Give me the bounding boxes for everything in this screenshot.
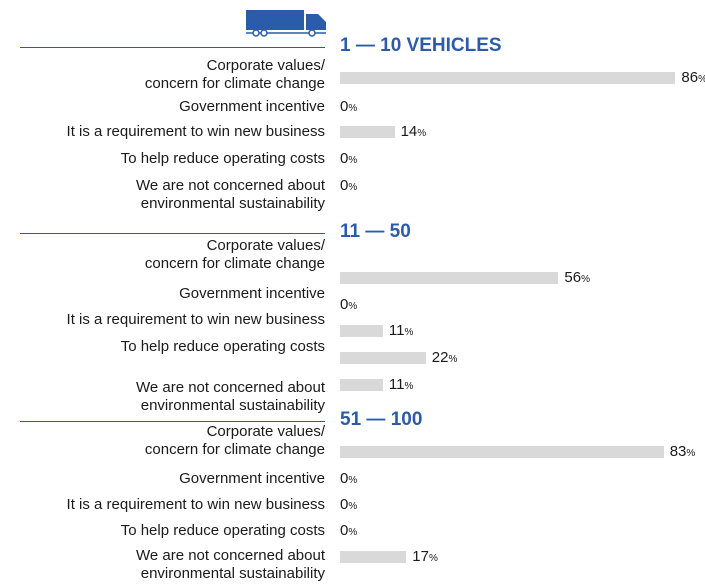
bar (340, 379, 383, 391)
panel-title: 51 — 100 (340, 409, 423, 430)
separator (20, 233, 325, 234)
value-label: 56% (564, 269, 590, 286)
value-label: 0% (340, 470, 358, 487)
panel-title: 11 — 50 (340, 221, 411, 242)
value-label: 0% (340, 150, 358, 167)
bar (340, 551, 407, 563)
panel-title: 1 — 10 VEHICLES (340, 35, 502, 56)
category-label: To help reduce operating costs (120, 150, 325, 167)
value-label: 0% (340, 296, 358, 313)
value-label: 11% (388, 322, 414, 339)
bar (340, 126, 395, 138)
value-label: 0% (340, 98, 358, 115)
category-label: It is a requirement to win new business (66, 123, 325, 140)
category-label: Government incentive (179, 285, 325, 302)
value-label: 0% (340, 496, 358, 513)
category-label: Government incentive (179, 98, 325, 115)
category-label: It is a requirement to win new business (66, 496, 325, 513)
separator (20, 47, 325, 48)
value-label: 11% (388, 376, 414, 393)
bar (340, 272, 559, 284)
value-label: 86% (681, 69, 705, 86)
category-label: To help reduce operating costs (120, 522, 325, 539)
value-label: 83% (669, 443, 696, 460)
value-label: 0% (340, 177, 358, 194)
category-label: Corporate values/ concern for climate ch… (144, 237, 325, 272)
category-label: We are not concerned about environmental… (135, 177, 325, 212)
category-label: We are not concerned about environmental… (135, 379, 325, 414)
category-label: Corporate values/ concern for climate ch… (144, 57, 325, 92)
separator (20, 421, 325, 422)
bar (340, 72, 676, 84)
value-label: 14% (400, 123, 427, 140)
category-label: It is a requirement to win new business (66, 311, 325, 328)
bar (340, 446, 664, 458)
bar (340, 352, 426, 364)
value-label: 0% (340, 522, 358, 539)
value-label: 17% (412, 548, 438, 565)
category-label: We are not concerned about environmental… (135, 547, 325, 582)
category-label: Government incentive (179, 470, 325, 487)
value-label: 22% (431, 349, 458, 366)
truck-icon (246, 10, 326, 37)
bar (340, 325, 383, 337)
category-label: To help reduce operating costs (120, 338, 325, 355)
category-label: Corporate values/ concern for climate ch… (144, 423, 325, 458)
